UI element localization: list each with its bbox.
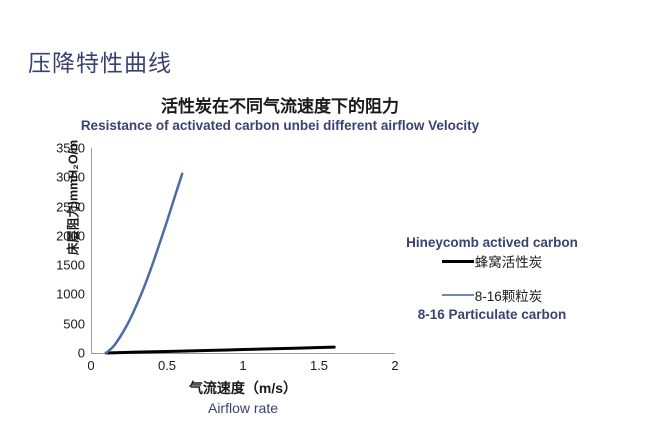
series-lines (104, 172, 336, 355)
x-axis-tick-label: 1 (239, 358, 247, 373)
chart-container: 活性炭在不同气流速度下的阻力 Resistance of activated c… (0, 92, 653, 432)
y-axis-tick-label: 3500 (56, 140, 85, 156)
plot-area (91, 148, 395, 355)
legend-item-particulate-label: 8-16颗粒炭 (474, 289, 543, 304)
series-line (104, 172, 184, 355)
slide-title: 压降特性曲线 (28, 50, 172, 76)
x-axis-tick-label: 1.5 (309, 358, 329, 373)
y-axis-tick-label: 0 (77, 345, 85, 361)
y-axis-tick-label: 500 (63, 316, 85, 332)
legend-caption-particulate-english: 8-16 Particulate carbon (417, 307, 567, 322)
legend-item-particulate[interactable]: 8-16颗粒炭 (372, 285, 612, 305)
y-axis-tick-label: 3000 (56, 169, 85, 185)
legend-line-swatch-blue (441, 294, 474, 296)
chart-legend: Hineycomb actived carbon 蜂窝活性炭 8-16颗粒炭 8… (372, 235, 612, 322)
legend-item-honeycomb[interactable]: 蜂窝活性炭 (372, 251, 612, 271)
chart-subtitle: Resistance of activated carbon unbei dif… (80, 118, 480, 133)
chart-title: 活性炭在不同气流速度下的阻力 (161, 97, 399, 116)
y-axis-tick-label: 1500 (56, 257, 85, 273)
legend-caption-honeycomb-english: Hineycomb actived carbon (406, 235, 578, 250)
series-line (104, 345, 336, 355)
y-axis-tick-label: 2000 (56, 228, 85, 244)
x-axis-tick-label: 2 (391, 358, 399, 373)
x-axis-tick-label: 0.5 (157, 358, 177, 373)
y-axis-line (91, 148, 92, 353)
x-axis-title-english: Airflow rate (207, 400, 279, 416)
y-axis-tick-label: 1000 (56, 286, 85, 302)
x-axis-ticks: 0 0.5 1 1.5 2 (87, 358, 399, 378)
x-axis-title: 气流速度（m/s） (188, 380, 298, 396)
y-axis-ticks: 0 500 1000 1500 2000 2500 3000 3500 (33, 141, 85, 361)
x-axis-tick-label: 0 (87, 358, 95, 373)
y-axis-tick-label: 2500 (56, 199, 85, 215)
x-axis-line (91, 353, 395, 354)
legend-line-swatch-black (441, 259, 474, 263)
legend-item-honeycomb-label: 蜂窝活性炭 (474, 255, 543, 270)
